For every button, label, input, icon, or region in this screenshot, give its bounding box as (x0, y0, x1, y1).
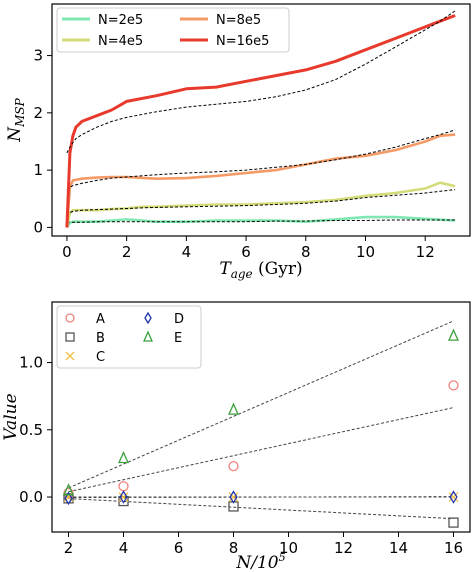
top-x-tick-label: 2 (122, 243, 132, 261)
bottom-x-tick-label: 16 (444, 539, 463, 557)
bottom-x-tick-label: 10 (279, 539, 298, 557)
top-y-ticks: 0 1 2 3 (33, 47, 52, 236)
bottom-x-tick-label: 8 (229, 539, 239, 557)
top-series-line-n-4e5 (65, 181, 456, 228)
bottom-x-label-denom: /10 (249, 553, 279, 572)
bottom-legend-label: D (174, 312, 184, 327)
top-legend-label: N=8e5 (216, 13, 261, 28)
bottom-point-d (119, 490, 128, 504)
bottom-point-c (228, 492, 239, 502)
top-x-tick-label: 4 (182, 243, 192, 261)
bottom-x-tick-label: 4 (119, 539, 129, 557)
bottom-fit-line-d (68, 496, 454, 499)
bottom-x-label-exp: 5 (279, 551, 286, 564)
bottom-legend-marker-e (142, 330, 154, 342)
bottom-point-c (448, 492, 459, 502)
top-legend-label: N=4e5 (98, 34, 143, 49)
bottom-legend-marker-c (65, 351, 75, 361)
bottom-y-ticks: 0.0 0.5 1.0 (19, 354, 52, 506)
top-legend-label: N=16e5 (216, 34, 269, 49)
top-x-tick-label: 10 (356, 243, 375, 261)
bottom-legend-label: E (174, 331, 182, 346)
bottom-point-a (448, 380, 459, 391)
bottom-legend: ABC DE (56, 305, 202, 369)
top-series-line-n-16e5 (65, 14, 456, 228)
bottom-point-a (228, 460, 239, 472)
top-legend-box (56, 7, 290, 53)
bottom-legend-marker-d (144, 311, 152, 325)
top-legend-label: N=2e5 (98, 13, 143, 28)
bottom-y-tick-label: 1.0 (19, 354, 43, 372)
bottom-scatter-points (62, 328, 460, 528)
top-y-label-main: N (5, 126, 25, 143)
top-plot-frame (51, 3, 471, 237)
bottom-legend-label: A (96, 312, 105, 327)
top-y-axis-label: NMSP (5, 97, 27, 142)
bottom-point-e (117, 450, 130, 464)
bottom-point-d (64, 491, 73, 506)
top-x-axis-label: Tage (Gyr) (219, 259, 302, 281)
bottom-panel: 2 4 6 8 10 12 14 16 0.0 0.5 1.0 ABC DE N/105 Value (1, 301, 471, 572)
bottom-plot-frame (51, 301, 471, 533)
bottom-x-tick-label: 6 (174, 539, 184, 557)
top-x-tick-label: 8 (301, 243, 311, 261)
bottom-x-ticks: 2 4 6 8 10 12 14 16 (64, 532, 463, 557)
top-x-label-unit: (Gyr) (253, 259, 303, 279)
top-y-tick-label: 3 (33, 47, 43, 65)
bottom-legend-label: B (96, 331, 105, 346)
top-y-tick-label: 2 (33, 104, 43, 122)
bottom-y-axis-label: Value (1, 393, 21, 440)
top-series-line-n-8e5 (65, 133, 456, 228)
bottom-point-a (118, 481, 129, 492)
bottom-fit-lines (68, 320, 454, 520)
bottom-point-e (447, 328, 460, 341)
top-fit-line-n-16e5 (66, 10, 456, 154)
bottom-legend-marker-a (65, 313, 75, 323)
top-fit-line-n-8e5 (66, 129, 456, 191)
bottom-point-e (62, 483, 75, 496)
top-x-tick-label: 6 (241, 243, 251, 261)
top-x-label-main: T (219, 259, 232, 279)
bottom-legend-marker-b (65, 332, 75, 342)
top-legend: N=2e5 N=4e5 N=8e5 N=16e5 (56, 7, 290, 53)
bottom-fit-line-a (68, 407, 454, 493)
bottom-x-tick-label: 2 (64, 539, 74, 557)
top-fit-line-n-2e5 (66, 219, 456, 224)
bottom-point-c (118, 492, 129, 502)
top-x-tick-label: 12 (416, 243, 435, 261)
bottom-point-d (229, 490, 238, 504)
bottom-point-e (227, 402, 240, 415)
bottom-point-b (448, 517, 459, 528)
top-x-ticks: 0 2 4 6 8 10 12 (62, 236, 435, 261)
bottom-y-tick-label: 0.0 (19, 488, 43, 506)
bottom-x-tick-label: 14 (389, 539, 408, 557)
top-y-label-sub: MSP (13, 97, 27, 128)
top-y-tick-label: 0 (33, 218, 43, 236)
bottom-y-tick-label: 0.5 (19, 421, 43, 439)
bottom-legend-box (56, 305, 202, 369)
top-series-line-n-2e5 (65, 215, 456, 229)
bottom-x-label-main: N (235, 553, 252, 572)
bottom-fit-line-b (68, 498, 454, 520)
bottom-x-tick-label: 12 (334, 539, 353, 557)
top-y-tick-label: 1 (33, 161, 43, 179)
top-x-label-sub: age (231, 267, 253, 281)
top-series-lines (65, 10, 456, 229)
top-x-tick-label: 0 (62, 243, 72, 261)
bottom-legend-label: C (96, 350, 105, 365)
bottom-point-d (449, 490, 458, 504)
top-fit-line-n-4e5 (66, 189, 456, 217)
bottom-x-axis-label: N/105 (235, 551, 285, 572)
